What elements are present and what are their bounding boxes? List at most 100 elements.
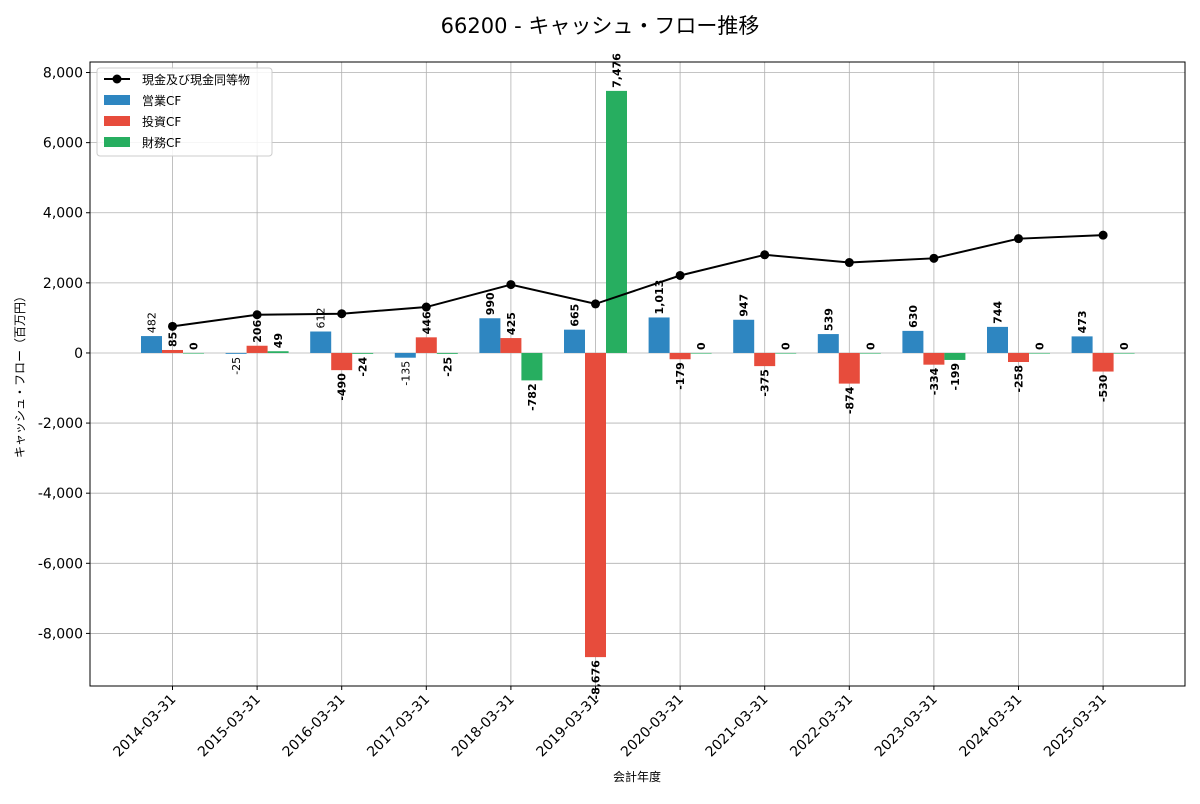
bar-label-0-4: 990 (484, 292, 497, 315)
bar-label-1-1: 206 (251, 319, 264, 342)
bar-label-2-5: 7,476 (611, 53, 624, 88)
bar-label-0-1: -25 (230, 357, 243, 375)
legend-label-2: 財務CF (142, 135, 181, 150)
bar-label-2-0: 0 (188, 342, 201, 350)
x-tick-label-2: 2016-03-31 (280, 692, 349, 761)
cash-equivalents-line (168, 230, 1108, 331)
bar-1-1 (246, 345, 268, 353)
bar-series (141, 90, 1135, 658)
bar-0-11 (1071, 336, 1093, 353)
line-point-10 (1014, 234, 1023, 244)
bar-2-4 (521, 352, 543, 381)
bar-label-2-4: -782 (526, 383, 539, 411)
bar-0-9 (902, 330, 924, 353)
bar-label-1-8: -874 (843, 386, 856, 414)
bar-0-6 (648, 317, 670, 353)
bar-label-2-7: 0 (780, 342, 793, 350)
y-tick-label-7: 6,000 (43, 136, 83, 152)
bar-0-5 (564, 329, 585, 353)
line-point-11 (1098, 230, 1108, 240)
bar-label-1-0: 85 (167, 332, 180, 347)
line-point-9 (929, 253, 939, 263)
bar-1-7 (754, 352, 776, 367)
x-tick-label-7: 2021-03-31 (703, 692, 772, 761)
y-tick-label-2: -4,000 (38, 486, 83, 502)
bar-2-3 (436, 352, 458, 354)
bar-0-10 (987, 326, 1008, 353)
bar-label-2-3: -25 (441, 357, 454, 377)
bar-2-11 (1113, 352, 1135, 354)
legend-line-marker (112, 74, 122, 84)
bar-0-2 (310, 331, 332, 353)
y-axis-label: キャッシュ・フロー（百万円） (13, 290, 27, 458)
x-axis-label: 会計年度 (613, 769, 661, 784)
x-tick-label-0: 2014-03-31 (110, 692, 179, 761)
bar-label-1-2: -490 (336, 373, 349, 401)
bar-label-0-10: 744 (992, 301, 1005, 324)
bar-label-2-11: 0 (1118, 342, 1131, 350)
line-point-8 (844, 258, 854, 268)
bar-label-0-9: 630 (907, 305, 920, 328)
bar-label-2-1: 49 (272, 333, 285, 348)
x-tick-label-9: 2023-03-31 (872, 692, 941, 761)
plot-frame (89, 61, 1186, 687)
bar-label-1-9: -334 (928, 367, 941, 395)
legend-box (96, 67, 273, 157)
line-point-2 (337, 309, 347, 319)
bar-1-10 (1008, 352, 1029, 363)
bar-2-8 (859, 352, 881, 354)
x-axis-ticks: 2014-03-31 2015-03-31 2016-03-31 2017-03-31… (110, 686, 1110, 761)
x-tick-label-3: 2017-03-31 (364, 692, 433, 761)
x-tick-label-6: 2020-03-31 (618, 692, 687, 761)
bar-2-1 (267, 351, 289, 353)
bar-label-1-10: -258 (1013, 365, 1026, 393)
bar-0-0 (141, 336, 162, 353)
bar-0-8 (817, 334, 839, 353)
bar-label-0-3: -135 (399, 361, 412, 386)
legend-swatch-0 (104, 95, 130, 105)
y-tick-label-6: 4,000 (43, 206, 83, 222)
bar-label-1-11: -530 (1097, 374, 1110, 402)
bar-2-10 (1029, 352, 1050, 354)
bar-2-5 (606, 90, 627, 353)
bar-label-2-10: 0 (1034, 342, 1047, 350)
bar-1-0 (162, 349, 183, 353)
y-tick-label-5: 2,000 (43, 276, 83, 292)
bar-label-0-7: 947 (738, 294, 751, 317)
bar-1-5 (585, 352, 606, 658)
bar-0-1 (225, 352, 247, 354)
bar-label-2-8: 0 (864, 342, 877, 350)
line-point-5 (591, 299, 600, 309)
y-axis-ticks: -8,000 -6,000 -4,000 -2,000 0 2,000 4,000 6,000… (38, 66, 90, 642)
x-tick-label-4: 2018-03-31 (449, 692, 518, 761)
bar-2-6 (690, 352, 712, 354)
legend-label-0: 営業CF (142, 94, 181, 108)
line-point-4 (506, 280, 516, 290)
line-path (172, 234, 1104, 328)
bar-label-2-9: -199 (949, 363, 962, 391)
bar-label-1-6: -179 (674, 362, 687, 390)
bar-1-6 (669, 352, 691, 360)
bar-1-8 (838, 352, 860, 384)
line-point-3 (421, 302, 431, 312)
legend-swatch-2 (104, 137, 130, 147)
bar-label-0-0: 482 (146, 312, 159, 333)
x-tick-label-8: 2022-03-31 (787, 692, 856, 761)
bar-label-0-2: 612 (315, 308, 328, 329)
bar-0-4 (479, 318, 501, 353)
bar-1-9 (923, 352, 945, 365)
bar-1-4 (500, 338, 522, 353)
bar-2-2 (352, 352, 374, 354)
line-point-6 (675, 270, 685, 280)
bar-label-0-8: 539 (822, 308, 835, 331)
legend-label-3: 現金及び現金同等物 (142, 72, 250, 87)
data-labels: 482 -25 612 -135 990 665 1,013 947 539 630 744 473 8… (146, 53, 1132, 700)
chart-title: 66200 - キャッシュ・フロー推移 (441, 14, 760, 38)
x-tick-label-11: 2025-03-31 (1041, 692, 1110, 761)
bar-label-1-7: -375 (759, 369, 772, 397)
legend-swatch-1 (104, 116, 130, 126)
bar-label-2-6: 0 (695, 342, 708, 350)
